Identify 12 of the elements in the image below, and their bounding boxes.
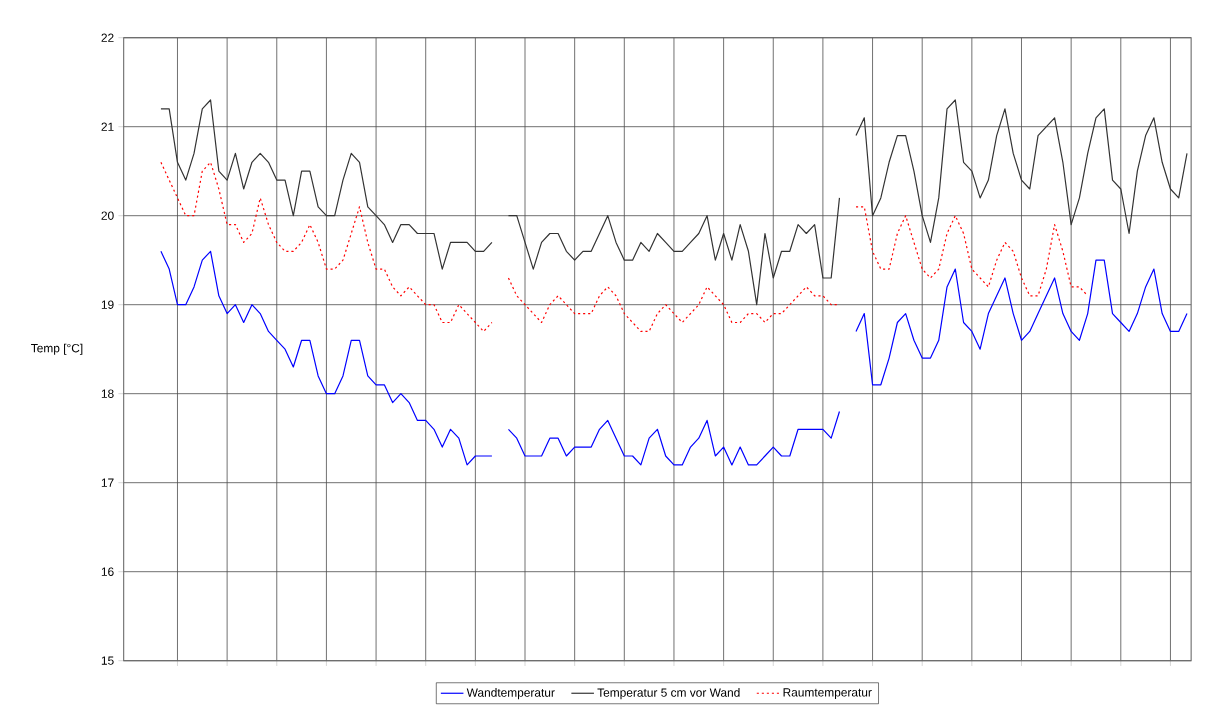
y-tick-label: 22 [101, 33, 114, 42]
legend-label: Temperatur 5 cm vor Wand [597, 688, 740, 700]
y-tick-label: 15 [101, 656, 114, 665]
y-tick-label: 17 [101, 478, 114, 487]
legend-label: Wandtemperatur [466, 688, 555, 700]
y-tick-label: 20 [101, 211, 114, 220]
y-tick-label: 18 [101, 389, 114, 398]
legend-label: Raumtemperatur [783, 688, 872, 699]
y-tick-label: 21 [101, 122, 114, 131]
y-tick-label: 16 [101, 567, 114, 576]
y-axis-title: Temp [°C] [31, 343, 83, 355]
y-tick-label: 19 [101, 300, 114, 309]
